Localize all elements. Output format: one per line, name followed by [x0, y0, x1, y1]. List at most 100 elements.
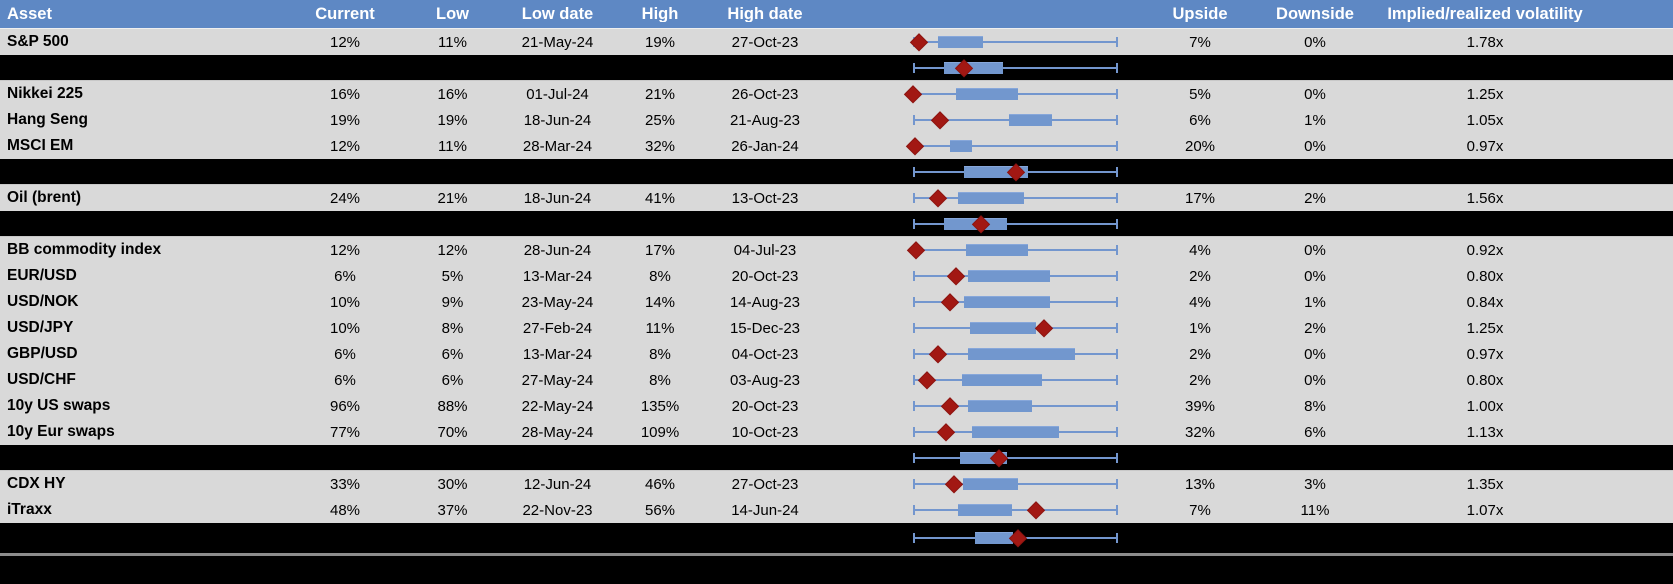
low-date-value: 13-Mar-24	[522, 346, 593, 362]
low-value: 21%	[437, 190, 468, 206]
whisker-right-tick-icon	[1116, 245, 1118, 255]
asset-label: 10y Eur swaps	[7, 424, 115, 440]
asset-label: USD/JPY	[7, 320, 74, 336]
upside-value: 4%	[1189, 242, 1211, 258]
implied-realized-value: 1.56x	[1466, 190, 1504, 206]
current-value: 6%	[334, 372, 356, 388]
low-value: 88%	[437, 398, 468, 414]
low-date-value: 13-Mar-24	[522, 268, 593, 284]
implied-realized-value: 0.80x	[1466, 372, 1504, 388]
asset-label: Nikkei 225	[7, 86, 83, 102]
boxplot-box	[963, 478, 1018, 490]
asset-row: 10y US swaps 96% 88% 22-May-24 135% 20-O…	[0, 393, 1673, 419]
high-date-value: 21-Aug-23	[729, 112, 801, 128]
range-boxplot	[820, 419, 1140, 445]
range-boxplot	[820, 341, 1140, 367]
current-marker-diamond-icon	[908, 242, 924, 258]
whisker-right-tick-icon	[1116, 533, 1118, 543]
low-value: 30%	[437, 476, 468, 492]
whisker-left-tick-icon	[913, 505, 915, 515]
boxplot-box	[974, 532, 1014, 544]
downside-value: 11%	[1300, 502, 1330, 518]
summary-row	[0, 159, 1673, 185]
whisker-left-tick-icon	[913, 297, 915, 307]
range-boxplot	[820, 55, 1140, 80]
low-date-value: 01-Jul-24	[526, 86, 589, 102]
high-value: 46%	[644, 476, 676, 492]
low-value: 70%	[437, 424, 468, 440]
current-marker-diamond-icon	[919, 372, 935, 388]
high-value: 17%	[644, 242, 676, 258]
low-value: 8%	[441, 320, 464, 336]
whisker-left-tick-icon	[913, 323, 915, 333]
boxplot-track	[913, 497, 1118, 523]
downside-value: 2%	[1304, 190, 1326, 206]
whisker-right-tick-icon	[1116, 115, 1118, 125]
high-value: 25%	[644, 112, 676, 128]
whisker-line	[913, 145, 1118, 147]
implied-realized-value: 1.78x	[1466, 34, 1504, 50]
current-value: 12%	[329, 34, 361, 50]
asset-label: EUR/USD	[7, 268, 77, 284]
whisker-left-tick-icon	[913, 193, 915, 203]
footer-band	[0, 556, 1673, 584]
low-date-value: 28-Mar-24	[522, 138, 593, 154]
high-value: 32%	[644, 138, 676, 154]
implied-realized-value: 1.07x	[1466, 502, 1504, 518]
low-value: 5%	[441, 268, 464, 284]
footer-divider	[0, 553, 1673, 556]
current-marker-diamond-icon	[1028, 502, 1044, 518]
upside-value: 5%	[1189, 86, 1211, 102]
col-header-high: High	[641, 5, 679, 23]
col-header-high-date: High date	[727, 5, 803, 23]
asset-row: USD/NOK 10% 9% 23-May-24 14% 14-Aug-23 4…	[0, 289, 1673, 315]
low-value: 6%	[441, 372, 464, 388]
high-value: 109%	[640, 424, 680, 440]
upside-value: 17%	[1184, 190, 1216, 206]
boxplot-track	[913, 185, 1118, 211]
high-date-value: 26-Oct-23	[731, 86, 799, 102]
downside-value: 0%	[1304, 242, 1326, 258]
asset-label: USD/NOK	[7, 294, 79, 310]
col-header-range-plot	[820, 0, 1140, 28]
whisker-right-tick-icon	[1116, 452, 1118, 463]
asset-row: CDX HY 33% 30% 12-Jun-24 46% 27-Oct-23 1…	[0, 471, 1673, 497]
whisker-left-tick-icon	[913, 479, 915, 489]
boxplot-track	[913, 55, 1118, 80]
implied-realized-value: 0.97x	[1466, 138, 1504, 154]
current-marker-diamond-icon	[932, 112, 948, 128]
low-date-value: 18-Jun-24	[523, 112, 592, 128]
current-marker-diamond-icon	[946, 476, 962, 492]
current-marker-diamond-icon	[930, 346, 946, 362]
boxplot-box	[968, 270, 1051, 282]
implied-realized-value: 1.25x	[1466, 86, 1504, 102]
high-value: 8%	[649, 372, 671, 388]
current-value: 12%	[329, 242, 361, 258]
boxplot-box	[943, 61, 1004, 74]
upside-value: 2%	[1189, 372, 1211, 388]
range-boxplot	[820, 471, 1140, 497]
high-value: 21%	[644, 86, 676, 102]
whisker-right-tick-icon	[1116, 89, 1118, 99]
whisker-left-tick-icon	[913, 166, 915, 177]
boxplot-track	[913, 211, 1118, 236]
current-marker-diamond-icon	[942, 294, 958, 310]
asset-label: Hang Seng	[7, 112, 88, 128]
implied-realized-value: 1.35x	[1466, 476, 1504, 492]
current-marker-diamond-icon	[942, 398, 958, 414]
upside-value: 2%	[1189, 346, 1211, 362]
current-marker-diamond-icon	[938, 424, 954, 440]
asset-row: iTraxx 48% 37% 22-Nov-23 56% 14-Jun-24 7…	[0, 497, 1673, 523]
high-date-value: 27-Oct-23	[731, 34, 799, 50]
downside-value: 0%	[1304, 138, 1326, 154]
boxplot-box	[964, 296, 1051, 308]
asset-row: EUR/USD 6% 5% 13-Mar-24 8% 20-Oct-23 2% …	[0, 263, 1673, 289]
high-date-value: 03-Aug-23	[729, 372, 801, 388]
current-value: 12%	[329, 138, 361, 154]
low-value: 6%	[441, 346, 464, 362]
boxplot-track	[913, 315, 1118, 341]
low-date-value: 12-Jun-24	[523, 476, 592, 492]
range-boxplot	[820, 523, 1140, 553]
asset-row: Hang Seng 19% 19% 18-Jun-24 25% 21-Aug-2…	[0, 107, 1673, 133]
